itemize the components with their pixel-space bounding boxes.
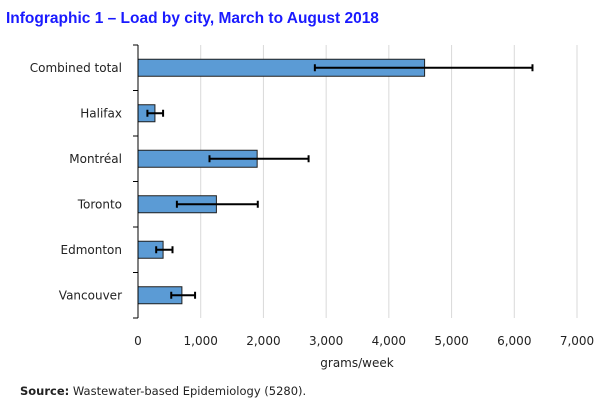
labels: 0 1,000 2,000 3,000 4,000 5,000 6,000 7,000 Comb…	[30, 61, 594, 348]
error-bar	[313, 64, 534, 72]
x-tick-label: 6,000	[497, 334, 531, 348]
category-label: Halifax	[80, 106, 122, 120]
error-bars	[146, 64, 534, 299]
x-tick-label: 7,000	[560, 334, 594, 348]
error-bar	[170, 291, 197, 299]
gridlines	[200, 45, 578, 318]
source-note: Source: Wastewater-based Epidemiology (5…	[20, 384, 306, 398]
error-bar	[146, 109, 165, 117]
error-bar	[208, 155, 310, 163]
category-label: Combined total	[30, 61, 122, 75]
x-tick-label: 1,000	[184, 334, 218, 348]
category-label: Toronto	[77, 197, 122, 211]
category-label: Vancouver	[59, 288, 122, 302]
x-axis-title: grams/week	[320, 356, 393, 370]
category-label: Edmonton	[61, 243, 123, 257]
error-bar	[155, 246, 174, 254]
chart-title: Infographic 1 – Load by city, March to A…	[6, 10, 379, 27]
axes	[133, 44, 139, 319]
x-tick-label: 3,000	[309, 334, 343, 348]
category-label: Montréal	[69, 152, 122, 166]
source-label: Source:	[20, 384, 70, 398]
x-tick-label: 5,000	[434, 334, 468, 348]
x-tick-label: 2,000	[246, 334, 280, 348]
error-bar	[175, 200, 259, 208]
source-text: Wastewater-based Epidemiology (5280).	[69, 384, 307, 398]
x-tick-label: 0	[134, 334, 142, 348]
x-tick-label: 4,000	[372, 334, 406, 348]
bars	[137, 58, 426, 305]
